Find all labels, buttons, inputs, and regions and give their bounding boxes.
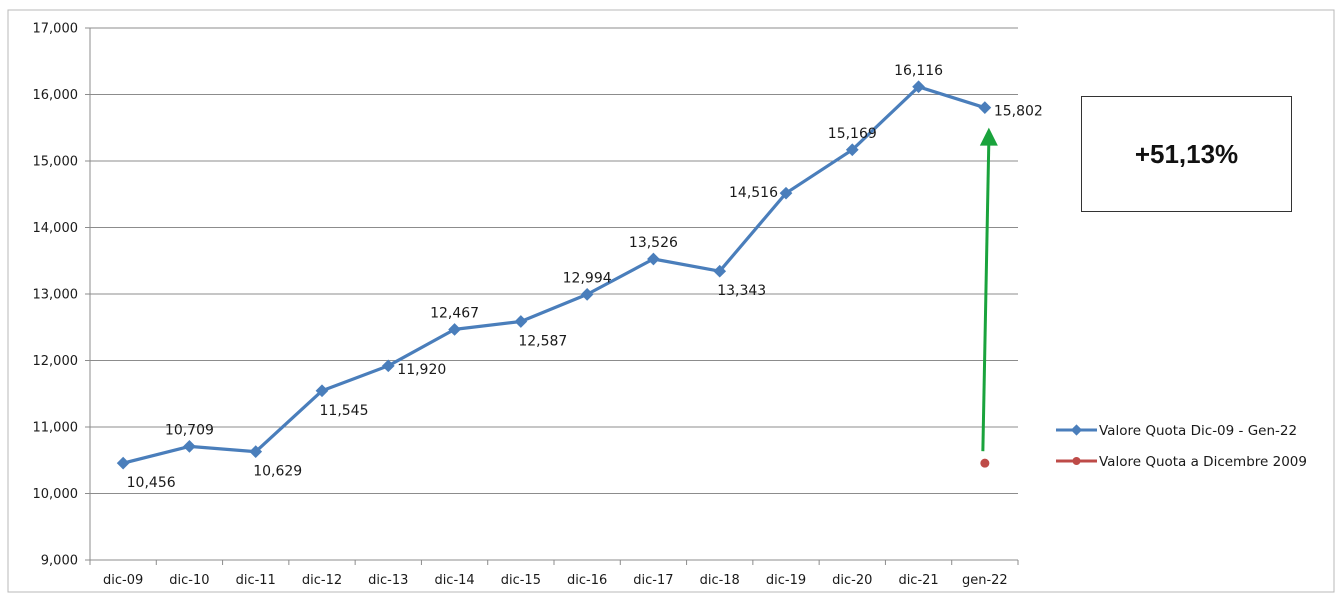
percentage-change-box: +51,13% — [1081, 96, 1292, 212]
legend-marker — [1072, 457, 1081, 465]
data-label: 11,920 — [397, 362, 446, 378]
growth-arrow-shaft — [981, 139, 991, 452]
chart-border — [7, 9, 1335, 593]
x-tick-label: dic-11 — [236, 573, 276, 588]
reference-point-marker — [980, 458, 990, 468]
data-label: 12,587 — [518, 333, 567, 349]
data-label: 12,467 — [430, 305, 479, 321]
legend-marker — [1070, 424, 1083, 436]
data-point-marker — [448, 323, 461, 336]
x-tick-label: dic-17 — [633, 573, 673, 588]
y-tick-label: 9,000 — [41, 554, 78, 569]
y-tick-label: 14,000 — [33, 221, 79, 236]
data-label: 10,456 — [127, 475, 176, 491]
data-point-marker — [580, 288, 594, 301]
legend-label: Valore Quota a Dicembre 2009 — [1099, 454, 1307, 470]
series-line — [122, 85, 986, 465]
x-tick-label: dic-19 — [766, 573, 806, 588]
x-tick-label: dic-14 — [434, 573, 474, 588]
x-tick-label: gen-22 — [962, 573, 1008, 588]
x-tick-label: dic-15 — [501, 573, 541, 588]
y-tick-label: 15,000 — [33, 155, 79, 170]
legend-label: Valore Quota Dic-09 - Gen-22 — [1099, 423, 1297, 439]
data-label: 13,343 — [717, 283, 766, 299]
data-label: 12,994 — [563, 270, 612, 286]
x-tick-label: dic-18 — [700, 573, 740, 588]
data-label: 13,526 — [629, 235, 678, 251]
data-point-marker — [315, 384, 329, 398]
percentage-change-text: +51,13% — [1134, 138, 1239, 169]
data-point-marker — [978, 101, 992, 115]
data-label: 16,116 — [894, 63, 943, 79]
data-point-marker — [647, 252, 660, 266]
y-tick-label: 12,000 — [33, 354, 79, 369]
x-tick-label: dic-10 — [169, 573, 209, 588]
x-tick-label: dic-12 — [302, 573, 342, 588]
data-label: 15,169 — [828, 126, 877, 142]
data-point-marker — [116, 456, 130, 470]
data-point-marker — [381, 359, 395, 373]
y-tick-label: 16,000 — [33, 88, 79, 103]
data-label: 14,516 — [729, 185, 778, 201]
y-tick-label: 17,000 — [33, 22, 79, 37]
x-tick-label: dic-09 — [103, 573, 143, 588]
data-point-marker — [183, 439, 196, 453]
data-point-marker — [514, 315, 528, 328]
data-point-marker — [249, 445, 263, 459]
y-tick-label: 13,000 — [33, 288, 79, 303]
x-tick-label: dic-21 — [898, 573, 938, 588]
x-tick-label: dic-13 — [368, 573, 408, 588]
x-tick-label: dic-20 — [832, 573, 872, 588]
x-tick-label: dic-16 — [567, 573, 607, 588]
data-label: 15,802 — [994, 104, 1043, 120]
data-label: 10,629 — [253, 464, 302, 480]
growth-arrow-head — [979, 127, 998, 146]
data-label: 11,545 — [320, 403, 369, 419]
y-tick-label: 10,000 — [33, 487, 79, 502]
data-label: 10,709 — [165, 422, 214, 438]
y-tick-label: 11,000 — [33, 421, 79, 436]
